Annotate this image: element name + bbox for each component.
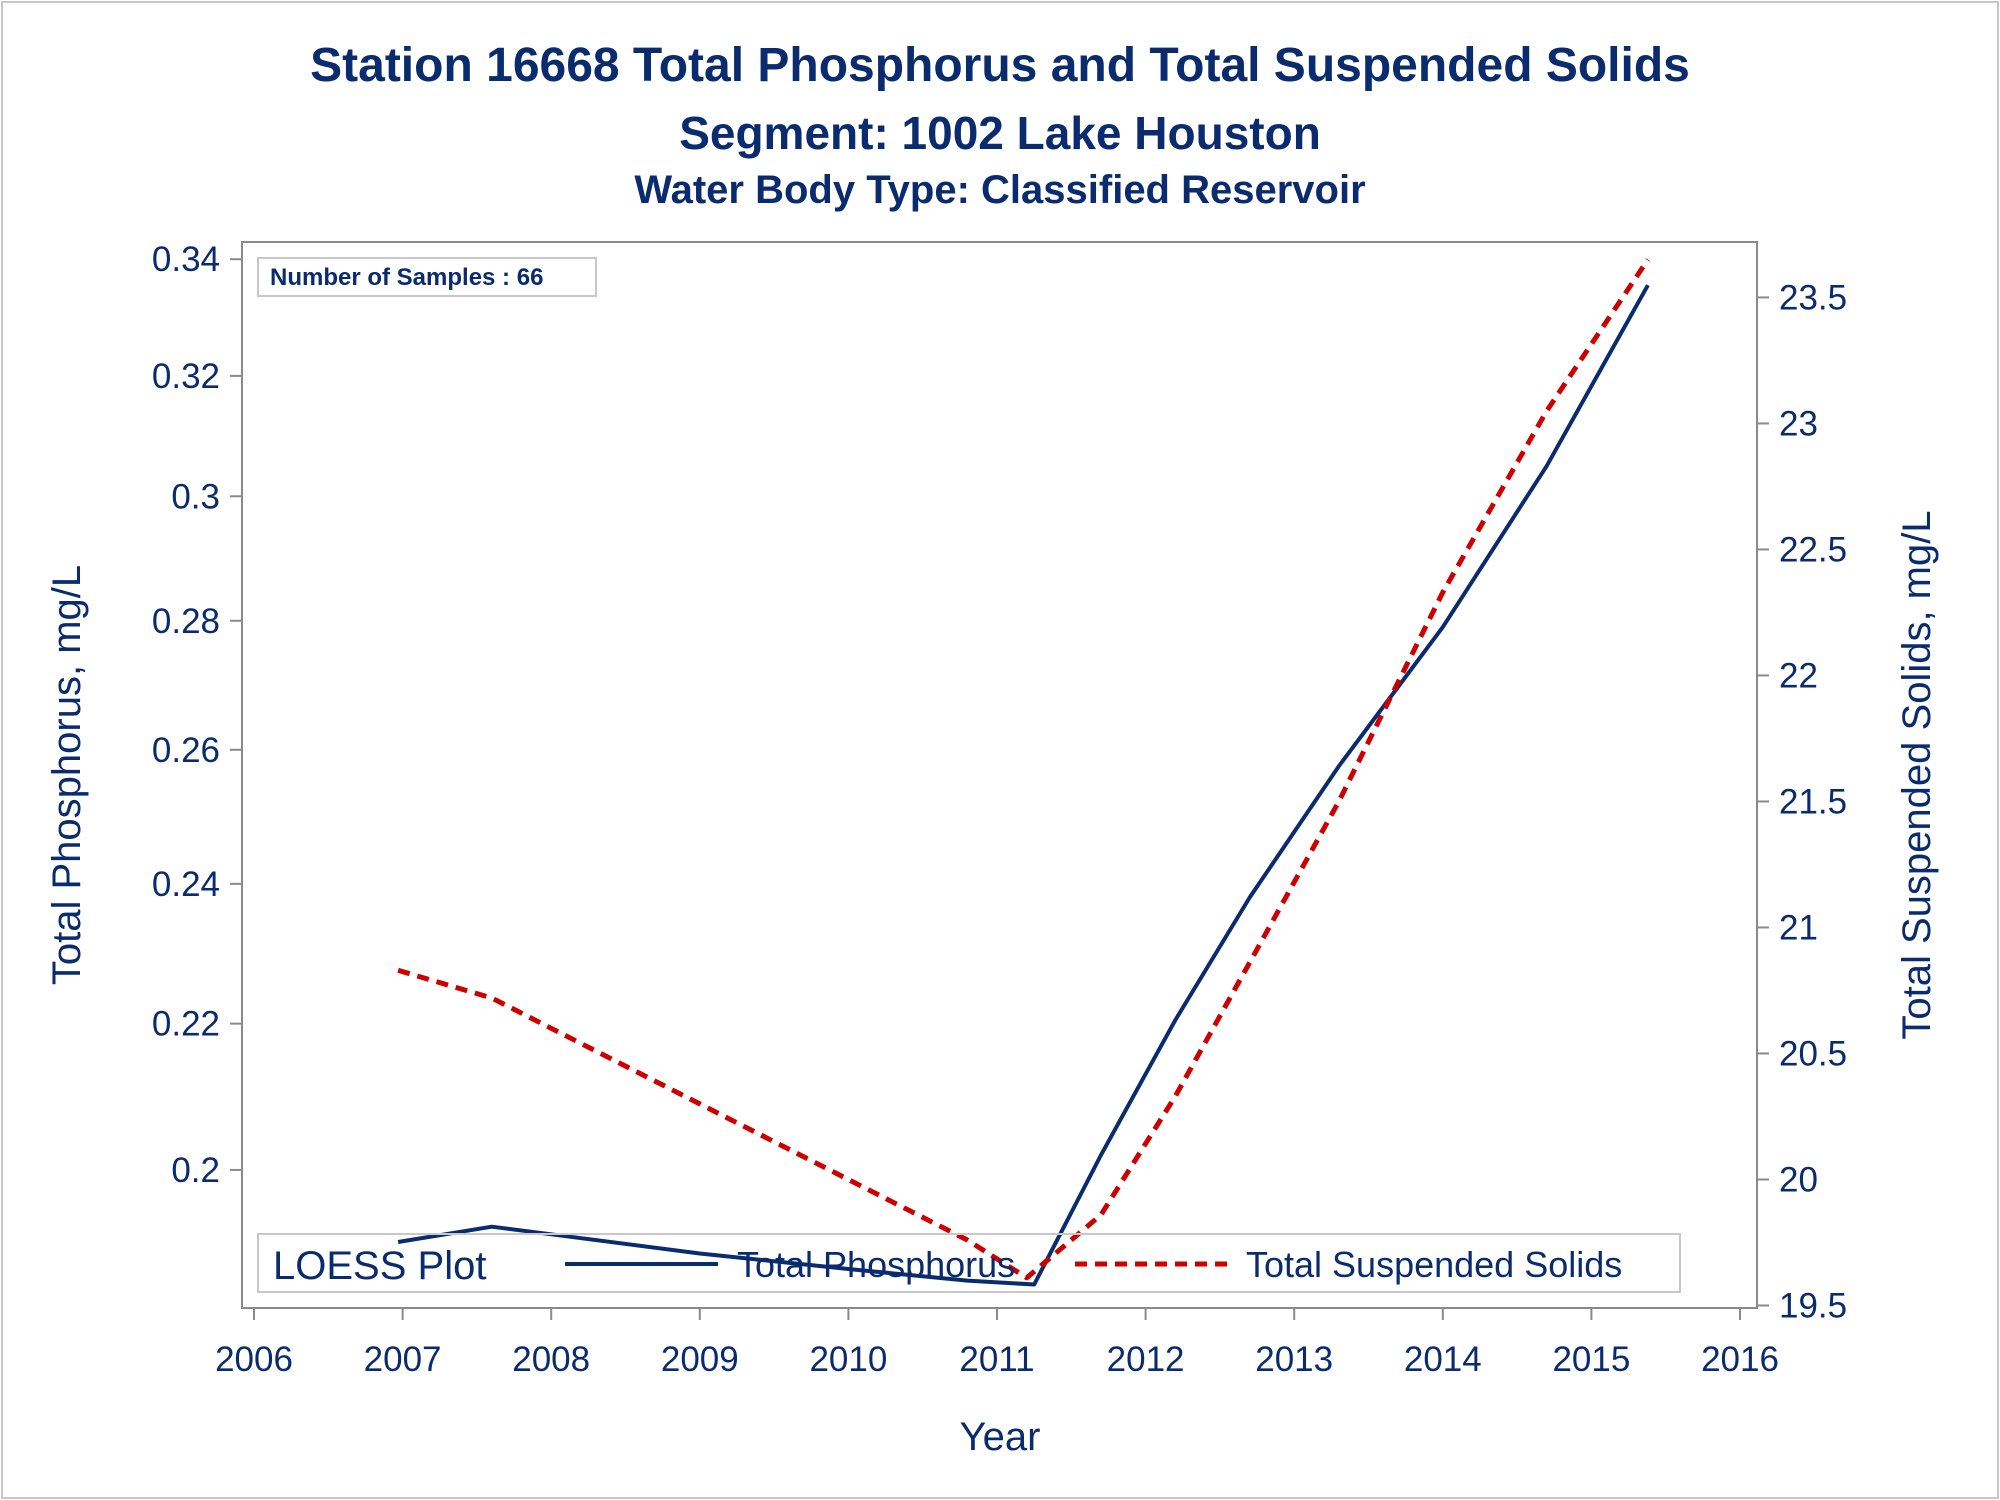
legend: LOESS Plot Total Phosphorus Total Suspen… xyxy=(257,1233,1681,1293)
x-tick-label: 2012 xyxy=(1107,1340,1185,1379)
y-left-tick-label: 0.22 xyxy=(152,1005,220,1044)
y-axis-left-title: Total Phosphorus, mg/L xyxy=(45,565,89,985)
sample-count-inset: Number of Samples : 66 xyxy=(257,257,597,297)
x-tick-label: 2008 xyxy=(512,1340,590,1379)
y-left-tick-label: 0.34 xyxy=(152,240,220,279)
sample-count-box xyxy=(257,257,597,297)
series-line-total-suspended-solids xyxy=(397,258,1650,1281)
chart-subtitle-waterbody: Water Body Type: Classified Reservoir xyxy=(634,168,1366,212)
legend-label-total-suspended-solids: Total Suspended Solids xyxy=(1246,1244,1622,1285)
chart-subtitle-segment: Segment: 1002 Lake Houston xyxy=(679,107,1321,159)
y-right-tick-label: 19.5 xyxy=(1779,1286,1847,1325)
x-tick-label: 2013 xyxy=(1255,1340,1333,1379)
sample-count-label: Number of Samples : 66 xyxy=(270,264,543,291)
x-tick-label: 2011 xyxy=(959,1340,1034,1379)
x-tick-label: 2014 xyxy=(1404,1340,1482,1379)
x-tick-label: 2015 xyxy=(1552,1340,1630,1379)
x-tick-label: 2006 xyxy=(215,1340,293,1379)
y-right-tick-label: 23 xyxy=(1779,404,1818,443)
y-left-tick-label: 0.24 xyxy=(152,865,220,904)
y-left-tick-label: 0.3 xyxy=(171,477,220,516)
series-line-total-phosphorus xyxy=(397,284,1650,1287)
x-axis-title: Year xyxy=(960,1415,1041,1459)
y-right-tick-label: 21 xyxy=(1779,908,1818,947)
x-axis: 2006 2007 2008 2009 2010 2011 2012 2013 2014 2015… xyxy=(215,1308,1779,1379)
y-axis-right-title: Total Suspended Solids, mg/L xyxy=(1895,510,1939,1039)
x-tick-label: 2010 xyxy=(809,1340,887,1379)
y-left-tick-label: 0.28 xyxy=(152,602,220,641)
legend-label-total-phosphorus: Total Phosphorus xyxy=(737,1244,1015,1285)
y-axis-right: 19.5 20 20.5 21 21.5 22 22.5 23 23.5 xyxy=(1757,278,1847,1325)
x-tick-label: 2007 xyxy=(364,1340,442,1379)
y-right-tick-label: 23.5 xyxy=(1779,278,1847,317)
y-right-tick-label: 21.5 xyxy=(1779,782,1847,821)
y-right-tick-label: 20.5 xyxy=(1779,1034,1847,1073)
y-left-tick-label: 0.26 xyxy=(152,731,220,770)
y-left-tick-label: 0.2 xyxy=(171,1151,220,1190)
x-tick-label: 2009 xyxy=(661,1340,739,1379)
series-layer xyxy=(397,258,1650,1287)
y-right-tick-label: 22 xyxy=(1779,656,1818,695)
y-left-tick-label: 0.32 xyxy=(152,357,220,396)
legend-title: LOESS Plot xyxy=(273,1244,486,1288)
y-right-tick-label: 20 xyxy=(1779,1160,1818,1199)
legend-box xyxy=(257,1233,1681,1293)
plot-area-frame xyxy=(241,241,1758,1309)
x-tick-label: 2016 xyxy=(1701,1340,1779,1379)
chart-title: Station 16668 Total Phosphorus and Total… xyxy=(310,39,1690,92)
y-axis-left: 0.2 0.22 0.24 0.26 0.28 0.3 0.32 0.34 xyxy=(152,240,242,1190)
y-right-tick-label: 22.5 xyxy=(1779,530,1847,569)
